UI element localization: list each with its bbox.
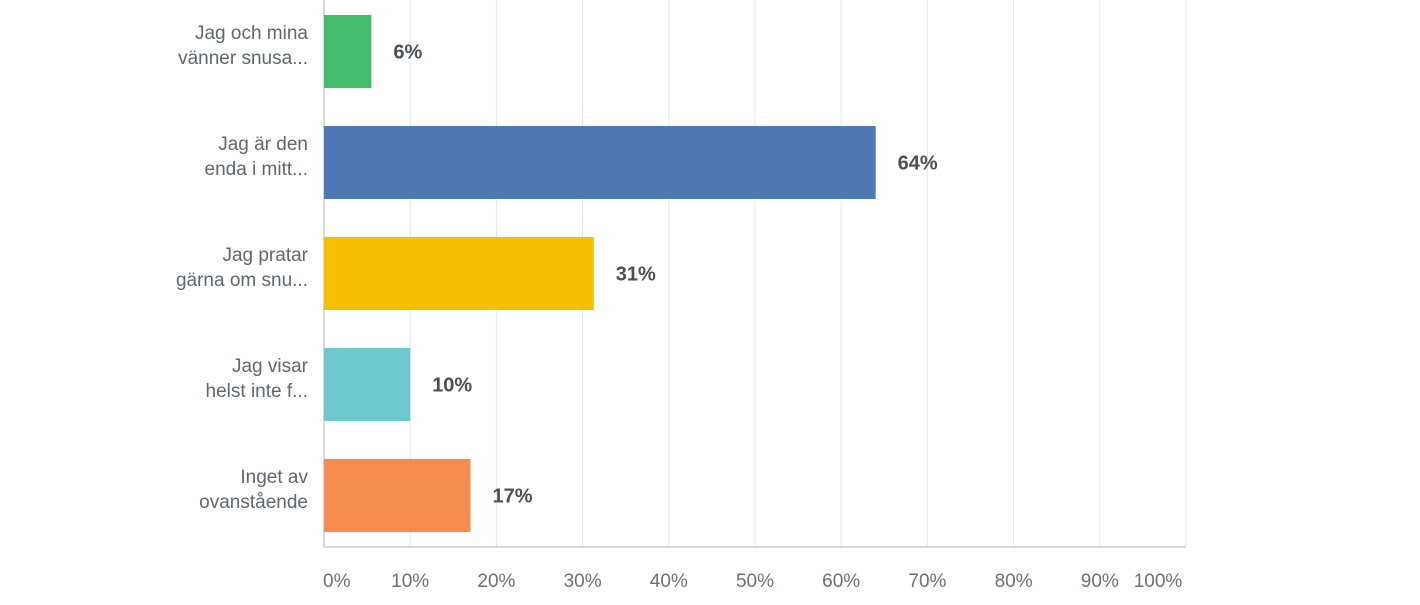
category-label-line: Jag är den xyxy=(218,134,308,155)
bar-1 xyxy=(324,15,372,88)
category-label-line: Jag visar xyxy=(232,356,309,377)
x-tick-label-20: 20% xyxy=(477,571,515,592)
x-tick-label-10: 10% xyxy=(391,571,429,592)
x-tick-label-70: 70% xyxy=(908,571,946,592)
category-label-line: Jag pratar xyxy=(222,245,308,266)
bar-4 xyxy=(324,348,411,421)
category-label-line: helst inte f... xyxy=(206,381,308,402)
category-label-5: Inget av ovanstående xyxy=(199,467,308,513)
x-tick-label-50: 50% xyxy=(736,571,774,592)
value-label-4: 10% xyxy=(432,375,472,397)
x-tick-label-40: 40% xyxy=(650,571,688,592)
value-label-2: 64% xyxy=(898,153,938,175)
x-tick-label-80: 80% xyxy=(995,571,1033,592)
category-label-3: Jag pratar gärna om snu... xyxy=(176,245,309,291)
x-tick-label-60: 60% xyxy=(822,571,860,592)
value-label-3: 31% xyxy=(616,264,656,286)
bar-5 xyxy=(324,459,471,532)
x-tick-label-0: 0% xyxy=(323,571,351,592)
category-label-1: Jag och mina vänner snusa... xyxy=(178,23,308,69)
x-tick-label-90: 90% xyxy=(1081,571,1119,592)
x-tick-label-30: 30% xyxy=(564,571,602,592)
category-label-line: vänner snusa... xyxy=(178,48,308,69)
category-label-line: gärna om snu... xyxy=(176,270,308,291)
category-label-line: Inget av xyxy=(240,467,308,488)
bar-2 xyxy=(324,126,876,199)
category-label-4: Jag visar helst inte f... xyxy=(206,356,309,402)
bar-3 xyxy=(324,237,594,310)
category-label-2: Jag är den enda i mitt... xyxy=(205,134,309,180)
value-label-5: 17% xyxy=(493,486,533,508)
category-label-line: Jag och mina xyxy=(195,23,308,44)
category-label-line: enda i mitt... xyxy=(205,159,309,180)
category-label-line: ovanstående xyxy=(199,492,308,513)
x-tick-label-100: 100% xyxy=(1134,571,1183,592)
value-label-1: 6% xyxy=(393,42,422,64)
